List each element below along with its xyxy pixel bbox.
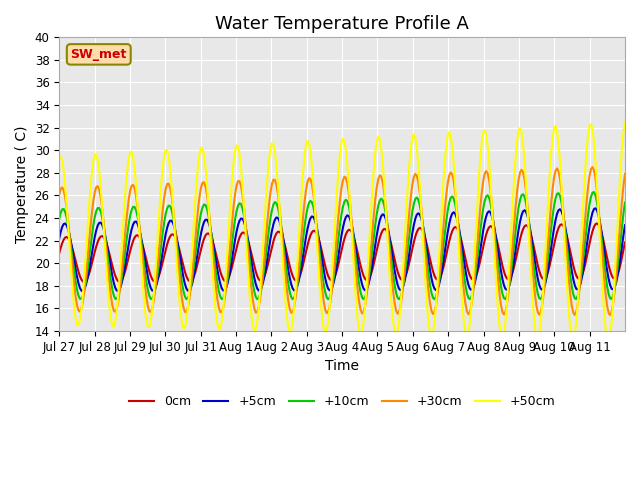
- Line: +50cm: +50cm: [60, 123, 625, 341]
- +30cm: [621, 171, 629, 177]
- +50cm: [92, 151, 100, 157]
- Text: SW_met: SW_met: [70, 48, 127, 61]
- +30cm: [346, 204, 354, 209]
- +5cm: [75, 280, 83, 286]
- +5cm: [620, 232, 627, 238]
- +30cm: [620, 182, 627, 188]
- +10cm: [621, 200, 629, 205]
- 0cm: [545, 268, 552, 274]
- +10cm: [346, 211, 354, 216]
- +5cm: [545, 265, 552, 271]
- 0cm: [460, 250, 468, 255]
- +5cm: [348, 222, 356, 228]
- Line: +10cm: +10cm: [60, 192, 625, 299]
- +30cm: [543, 257, 550, 263]
- +10cm: [360, 296, 367, 302]
- 0cm: [75, 269, 83, 275]
- +50cm: [618, 144, 626, 150]
- +30cm: [92, 184, 100, 190]
- +30cm: [606, 312, 614, 318]
- +50cm: [621, 120, 629, 126]
- Line: +5cm: +5cm: [60, 208, 625, 291]
- +10cm: [460, 272, 468, 278]
- 0cm: [620, 247, 627, 252]
- +50cm: [56, 154, 63, 160]
- 0cm: [348, 229, 356, 235]
- Y-axis label: Temperature ( C): Temperature ( C): [15, 125, 29, 243]
- 0cm: [56, 250, 63, 256]
- 0cm: [593, 220, 601, 226]
- +5cm: [591, 205, 599, 211]
- +10cm: [590, 189, 598, 195]
- Legend: 0cm, +5cm, +10cm, +30cm, +50cm: 0cm, +5cm, +10cm, +30cm, +50cm: [124, 390, 561, 413]
- +50cm: [605, 338, 612, 344]
- +50cm: [459, 305, 467, 311]
- +30cm: [56, 192, 63, 197]
- X-axis label: Time: Time: [325, 359, 359, 373]
- 0cm: [621, 240, 629, 245]
- +50cm: [543, 224, 550, 230]
- Title: Water Temperature Profile A: Water Temperature Profile A: [215, 15, 469, 33]
- +10cm: [56, 216, 63, 222]
- +50cm: [346, 204, 354, 210]
- 0cm: [94, 239, 102, 245]
- +30cm: [459, 275, 467, 280]
- +10cm: [620, 210, 627, 216]
- +10cm: [75, 293, 83, 299]
- +30cm: [75, 308, 83, 313]
- 0cm: [81, 279, 88, 285]
- +5cm: [460, 258, 468, 264]
- +10cm: [92, 208, 100, 214]
- +5cm: [56, 236, 63, 241]
- +5cm: [94, 223, 102, 228]
- +50cm: [75, 323, 83, 328]
- Line: +30cm: +30cm: [60, 167, 625, 315]
- +10cm: [545, 253, 552, 259]
- +5cm: [621, 222, 629, 228]
- Line: 0cm: 0cm: [60, 223, 625, 282]
- +5cm: [79, 288, 87, 294]
- +30cm: [589, 164, 596, 170]
